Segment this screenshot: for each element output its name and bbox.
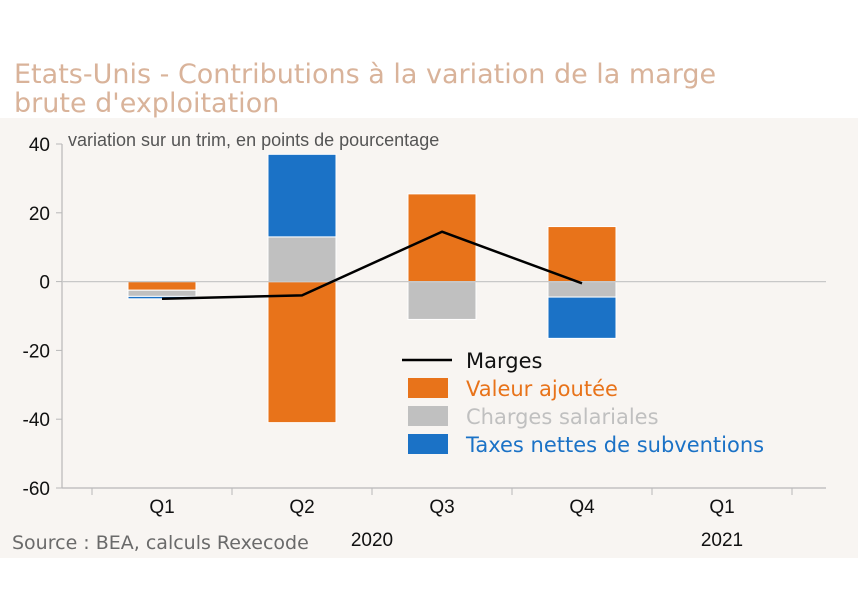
- x-tick-label-3: Q3: [429, 497, 454, 518]
- bar-charges-salariales-4: [547, 281, 617, 298]
- year-label-2020: 2020: [351, 530, 393, 551]
- y-tick-label: -40: [23, 410, 50, 431]
- legend-swatch-taxes-nettes-de-subventions: [408, 434, 448, 454]
- x-tick-label-1: Q1: [149, 497, 174, 518]
- source-note: Source : BEA, calculs Rexecode: [12, 532, 309, 554]
- bar-charges-salariales-3: [407, 281, 477, 320]
- chart-title: Etats-Unis - Contributions à la variatio…: [14, 59, 717, 119]
- bar-charges-salariales-2: [267, 236, 337, 283]
- y-tick-label: 40: [29, 135, 50, 156]
- chart-panel: [0, 118, 858, 558]
- bar-valeur-ajout-e-3: [407, 193, 477, 283]
- axes-layer: 40 20 0 -20 -40 -60 Q1 Q2 Q3 Q4 Q1 2020 2021 variatio…: [23, 130, 826, 551]
- y-axis-label: variation sur un trim, en points de pour…: [68, 130, 439, 150]
- line-marges: [161, 230, 583, 301]
- y-tick-label: -60: [23, 479, 50, 500]
- bar-valeur-ajout-e-2: [267, 281, 337, 424]
- bar-valeur-ajout-e-4: [547, 226, 617, 283]
- legend-swatch-charges-salariales: [408, 406, 448, 426]
- legend-label-valeur-ajout-e: Valeur ajoutée: [466, 377, 618, 401]
- line-layer: [161, 230, 583, 301]
- y-tick-label: 0: [39, 273, 50, 294]
- y-tick-label: -20: [23, 341, 50, 362]
- x-tick-label-4: Q4: [569, 497, 595, 518]
- bar-valeur-ajout-e-1: [127, 281, 197, 291]
- x-tick-label-5: Q1: [709, 497, 734, 518]
- y-tick-label: 20: [29, 204, 50, 225]
- bar-taxes-nettes-de-subventions-4: [547, 296, 617, 339]
- x-tick-label-2: Q2: [289, 497, 314, 518]
- bar-charges-salariales-1: [127, 289, 197, 297]
- bar-taxes-nettes-de-subventions-2: [267, 153, 337, 238]
- legend-label-taxes-nettes-de-subventions: Taxes nettes de subventions: [465, 433, 764, 457]
- legend-label-marges: Marges: [466, 349, 542, 373]
- legend-label-charges-salariales: Charges salariales: [466, 405, 659, 429]
- year-label-2021: 2021: [701, 530, 743, 551]
- legend-swatch-valeur-ajout-e: [408, 378, 448, 398]
- legend: Marges Valeur ajoutée Charges salariales Ta…: [402, 349, 764, 457]
